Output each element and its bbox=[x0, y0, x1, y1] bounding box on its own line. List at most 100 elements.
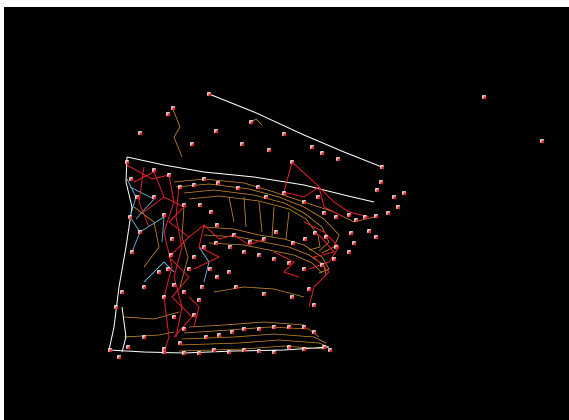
survey-point[interactable] bbox=[182, 290, 187, 295]
survey-point[interactable] bbox=[262, 237, 267, 242]
survey-point[interactable] bbox=[162, 347, 167, 352]
survey-point[interactable] bbox=[108, 348, 113, 353]
survey-point[interactable] bbox=[117, 355, 122, 360]
survey-point[interactable] bbox=[152, 168, 157, 173]
survey-point[interactable] bbox=[217, 333, 222, 338]
survey-point[interactable] bbox=[197, 298, 202, 303]
survey-point[interactable] bbox=[114, 305, 119, 310]
survey-point[interactable] bbox=[312, 303, 317, 308]
survey-point[interactable] bbox=[396, 205, 401, 210]
survey-point[interactable] bbox=[303, 237, 308, 242]
survey-point[interactable] bbox=[197, 351, 202, 356]
survey-point[interactable] bbox=[374, 214, 379, 219]
survey-point[interactable] bbox=[178, 341, 183, 346]
survey-point[interactable] bbox=[332, 257, 337, 262]
survey-point[interactable] bbox=[214, 241, 219, 246]
survey-point[interactable] bbox=[190, 142, 195, 147]
survey-point[interactable] bbox=[347, 250, 352, 255]
survey-point[interactable] bbox=[208, 267, 213, 272]
survey-point[interactable] bbox=[162, 350, 167, 355]
survey-point[interactable] bbox=[138, 131, 143, 136]
survey-point[interactable] bbox=[157, 270, 162, 275]
survey-point[interactable] bbox=[204, 335, 209, 340]
survey-point[interactable] bbox=[182, 327, 187, 332]
survey-point[interactable] bbox=[249, 120, 254, 125]
survey-drawing-canvas[interactable] bbox=[4, 7, 569, 420]
survey-point[interactable] bbox=[187, 267, 192, 272]
survey-point[interactable] bbox=[162, 213, 167, 218]
survey-point[interactable] bbox=[262, 292, 267, 297]
survey-point[interactable] bbox=[322, 211, 327, 216]
survey-point[interactable] bbox=[215, 275, 220, 280]
survey-point[interactable] bbox=[212, 348, 217, 353]
survey-point[interactable] bbox=[126, 345, 131, 350]
survey-point[interactable] bbox=[334, 215, 339, 220]
drawing-viewport[interactable] bbox=[4, 7, 569, 420]
survey-point[interactable] bbox=[302, 347, 307, 352]
survey-point[interactable] bbox=[192, 255, 197, 260]
survey-point[interactable] bbox=[227, 350, 232, 355]
survey-point[interactable] bbox=[302, 325, 307, 330]
survey-point[interactable] bbox=[282, 191, 287, 196]
survey-point[interactable] bbox=[200, 285, 205, 290]
survey-point[interactable] bbox=[272, 257, 277, 262]
survey-point[interactable] bbox=[313, 231, 318, 236]
survey-point[interactable] bbox=[172, 283, 177, 288]
survey-point[interactable] bbox=[125, 160, 130, 165]
survey-point[interactable] bbox=[320, 263, 325, 268]
survey-point[interactable] bbox=[264, 195, 269, 200]
survey-point[interactable] bbox=[135, 195, 140, 200]
survey-point[interactable] bbox=[182, 351, 187, 356]
survey-point[interactable] bbox=[363, 215, 368, 220]
survey-point[interactable] bbox=[242, 250, 247, 255]
survey-point[interactable] bbox=[170, 237, 175, 242]
survey-point[interactable] bbox=[227, 270, 232, 275]
survey-point[interactable] bbox=[242, 327, 247, 332]
survey-point[interactable] bbox=[209, 210, 214, 215]
survey-point[interactable] bbox=[257, 349, 262, 354]
survey-point[interactable] bbox=[307, 287, 312, 292]
survey-point[interactable] bbox=[290, 160, 295, 165]
survey-point[interactable] bbox=[169, 253, 174, 258]
survey-point[interactable] bbox=[142, 335, 147, 340]
survey-point[interactable] bbox=[302, 267, 307, 272]
survey-point[interactable] bbox=[334, 245, 339, 250]
survey-point[interactable] bbox=[272, 350, 277, 355]
survey-point[interactable] bbox=[172, 315, 177, 320]
survey-point[interactable] bbox=[316, 195, 321, 200]
survey-point[interactable] bbox=[386, 211, 391, 216]
survey-point[interactable] bbox=[129, 177, 134, 182]
survey-point[interactable] bbox=[138, 230, 143, 235]
survey-point[interactable] bbox=[248, 240, 253, 245]
survey-point[interactable] bbox=[171, 106, 176, 111]
survey-point[interactable] bbox=[302, 200, 307, 205]
survey-point[interactable] bbox=[202, 177, 207, 182]
survey-point[interactable] bbox=[228, 245, 233, 250]
survey-point[interactable] bbox=[380, 165, 385, 170]
survey-point[interactable] bbox=[198, 203, 203, 208]
survey-point[interactable] bbox=[128, 215, 133, 220]
survey-point[interactable] bbox=[162, 295, 167, 300]
survey-point[interactable] bbox=[540, 139, 545, 144]
survey-point[interactable] bbox=[192, 183, 197, 188]
survey-point[interactable] bbox=[232, 233, 237, 238]
survey-point[interactable] bbox=[287, 261, 292, 266]
survey-point[interactable] bbox=[240, 142, 245, 147]
survey-point[interactable] bbox=[287, 325, 292, 330]
survey-point[interactable] bbox=[287, 345, 292, 350]
survey-point[interactable] bbox=[257, 327, 262, 332]
survey-point[interactable] bbox=[367, 229, 372, 234]
survey-point[interactable] bbox=[310, 145, 315, 150]
survey-point[interactable] bbox=[234, 285, 239, 290]
survey-point[interactable] bbox=[349, 231, 354, 236]
survey-point[interactable] bbox=[130, 250, 135, 255]
survey-point[interactable] bbox=[274, 230, 279, 235]
survey-point[interactable] bbox=[354, 218, 359, 223]
survey-point[interactable] bbox=[214, 129, 219, 134]
survey-point[interactable] bbox=[216, 181, 221, 186]
survey-points[interactable] bbox=[108, 92, 545, 360]
survey-point[interactable] bbox=[379, 180, 384, 185]
survey-point[interactable] bbox=[120, 290, 125, 295]
survey-point[interactable] bbox=[230, 330, 235, 335]
survey-point[interactable] bbox=[291, 241, 296, 246]
